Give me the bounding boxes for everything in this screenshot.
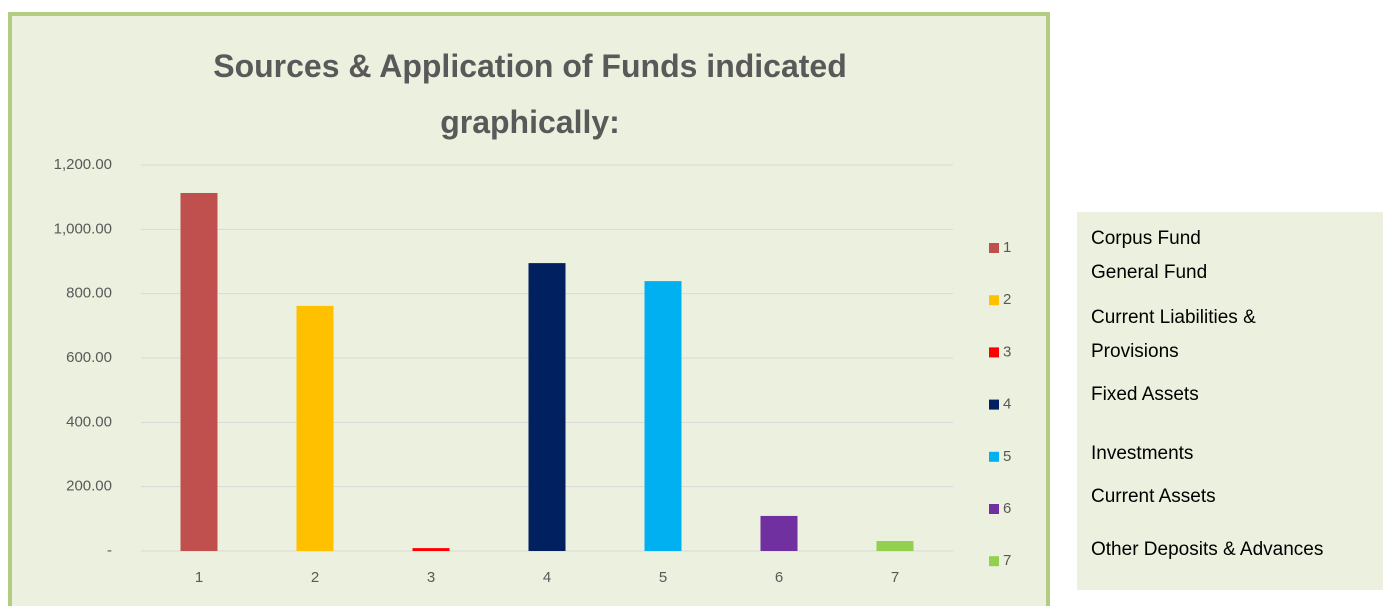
bar (296, 305, 334, 551)
legend-label: 5 (1003, 448, 1011, 465)
x-tick-label: 5 (659, 569, 667, 586)
legend-label: 6 (1003, 500, 1011, 517)
x-tick-label: 4 (543, 569, 551, 586)
legend-label: 2 (1003, 291, 1011, 308)
legend-swatch (989, 295, 999, 306)
legend-swatch (989, 451, 999, 462)
y-tick-label: 600.00 (66, 349, 112, 366)
x-tick-label: 3 (427, 569, 435, 586)
legend-label: 1 (1003, 239, 1011, 256)
legend-label: 7 (1003, 552, 1011, 569)
bar (760, 515, 798, 551)
legend-swatch (989, 399, 999, 410)
chart-title: Sources & Application of Funds indicated… (213, 48, 847, 140)
x-tick-label: 7 (891, 569, 899, 586)
x-tick-label: 2 (311, 569, 319, 586)
legend-swatch (989, 347, 999, 358)
bar (412, 548, 450, 551)
side-label: General Fund (1091, 262, 1208, 283)
x-tick-label: 6 (775, 569, 783, 586)
y-tick-label: 800.00 (66, 285, 112, 302)
legend-label: 3 (1003, 343, 1011, 360)
side-label: Investments (1091, 443, 1194, 464)
y-tick-label: 1,000.00 (54, 220, 112, 237)
legend-swatch (989, 504, 999, 514)
bar (528, 263, 566, 551)
legend-swatch (989, 556, 999, 567)
side-label: Current Assets (1091, 486, 1216, 507)
side-label: Current Liabilities & Provisions (1091, 307, 1256, 362)
side-label: Other Deposits & Advances (1091, 539, 1324, 560)
legend-label: 4 (1003, 396, 1011, 413)
side-label: Corpus Fund (1091, 228, 1201, 249)
x-tick-label: 1 (195, 569, 203, 586)
y-tick-label: 200.00 (66, 478, 112, 495)
y-tick-label: - (107, 542, 112, 559)
y-tick-label: 1,200.00 (54, 156, 112, 173)
y-tick-label: 400.00 (66, 413, 112, 430)
bar (644, 281, 682, 551)
side-panel: Corpus Fund General Fund Current Liabiliti… (1077, 212, 1383, 590)
bar (180, 192, 218, 552)
side-label: Fixed Assets (1091, 384, 1199, 405)
legend-swatch (989, 243, 999, 253)
bar (876, 541, 914, 551)
